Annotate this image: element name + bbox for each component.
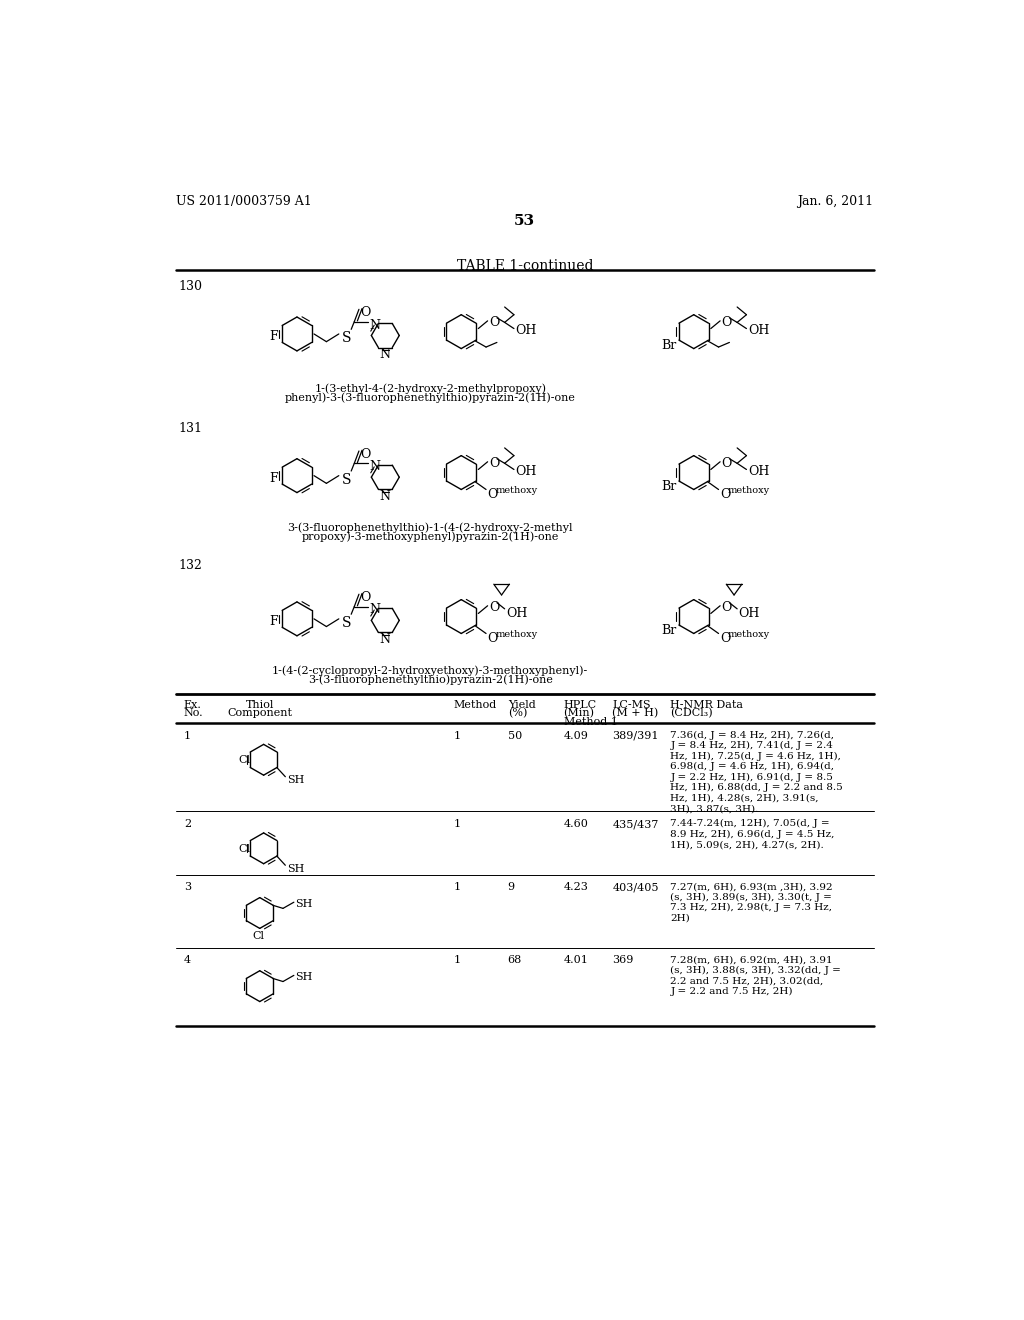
Text: O: O (722, 601, 732, 614)
Text: O: O (360, 591, 371, 605)
Text: LC-MS: LC-MS (612, 700, 651, 710)
Text: propoxy)-3-methoxyphenyl)pyrazin-2(1H)-one: propoxy)-3-methoxyphenyl)pyrazin-2(1H)-o… (301, 532, 559, 543)
Text: OH: OH (748, 323, 769, 337)
Text: OH: OH (515, 465, 537, 478)
Text: 4.23: 4.23 (563, 882, 589, 892)
Text: HPLC: HPLC (563, 700, 597, 710)
Text: 7.44-7.24(m, 12H), 7.05(d, J =
8.9 Hz, 2H), 6.96(d, J = 4.5 Hz,
1H), 5.09(s, 2H): 7.44-7.24(m, 12H), 7.05(d, J = 8.9 Hz, 2… (671, 818, 835, 849)
Text: 1: 1 (454, 730, 461, 741)
Text: O: O (489, 317, 500, 329)
Text: Ex.: Ex. (183, 700, 202, 710)
Text: Cl: Cl (252, 932, 264, 941)
Text: 403/405: 403/405 (612, 882, 658, 892)
Text: Br: Br (662, 624, 677, 638)
Text: OH: OH (506, 607, 527, 620)
Text: N: N (369, 461, 380, 474)
Text: 3-(3-fluorophenethylthio)pyrazin-2(1H)-one: 3-(3-fluorophenethylthio)pyrazin-2(1H)-o… (308, 675, 553, 685)
Text: 53: 53 (514, 214, 536, 228)
Text: H-NMR Data: H-NMR Data (671, 700, 743, 710)
Text: Br: Br (662, 339, 677, 352)
Text: O: O (720, 488, 730, 502)
Text: 7.28(m, 6H), 6.92(m, 4H), 3.91
(s, 3H), 3.88(s, 3H), 3.32(dd, J =
2.2 and 7.5 Hz: 7.28(m, 6H), 6.92(m, 4H), 3.91 (s, 3H), … (671, 956, 842, 995)
Text: US 2011/0003759 A1: US 2011/0003759 A1 (176, 195, 311, 209)
Text: 1: 1 (454, 818, 461, 829)
Text: Cl: Cl (239, 755, 251, 766)
Text: O: O (720, 632, 730, 645)
Text: N: N (369, 318, 380, 331)
Text: (Min): (Min) (563, 708, 595, 718)
Text: S: S (342, 473, 351, 487)
Text: 389/391: 389/391 (612, 730, 658, 741)
Text: S: S (342, 615, 351, 630)
Text: OH: OH (738, 607, 760, 620)
Text: methoxy: methoxy (728, 631, 770, 639)
Text: 2: 2 (183, 818, 190, 829)
Text: 4: 4 (183, 956, 190, 965)
Text: Jan. 6, 2011: Jan. 6, 2011 (798, 195, 873, 209)
Text: No.: No. (183, 708, 204, 718)
Text: O: O (360, 447, 371, 461)
Text: 3: 3 (183, 882, 190, 892)
Text: 3-(3-fluorophenethylthio)-1-(4-(2-hydroxy-2-methyl: 3-(3-fluorophenethylthio)-1-(4-(2-hydrox… (288, 523, 573, 533)
Text: Method: Method (454, 700, 497, 710)
Text: 4.01: 4.01 (563, 956, 589, 965)
Text: Yield: Yield (508, 700, 536, 710)
Text: methoxy: methoxy (496, 487, 538, 495)
Text: 1: 1 (183, 730, 190, 741)
Text: 1: 1 (454, 882, 461, 892)
Text: TABLE 1-continued: TABLE 1-continued (457, 259, 593, 272)
Text: O: O (487, 632, 498, 645)
Text: O: O (489, 601, 500, 614)
Text: SH: SH (295, 973, 312, 982)
Text: O: O (722, 317, 732, 329)
Text: 7.27(m, 6H), 6.93(m ,3H), 3.92
(s, 3H), 3.89(s, 3H), 3.30(t, J =
7.3 Hz, 2H), 2.: 7.27(m, 6H), 6.93(m ,3H), 3.92 (s, 3H), … (671, 882, 834, 923)
Text: methoxy: methoxy (496, 631, 538, 639)
Text: OH: OH (748, 465, 769, 478)
Text: 4.09: 4.09 (563, 730, 589, 741)
Text: 435/437: 435/437 (612, 818, 658, 829)
Text: O: O (360, 306, 371, 319)
Text: 7.36(d, J = 8.4 Hz, 2H), 7.26(d,
J = 8.4 Hz, 2H), 7.41(d, J = 2.4
Hz, 1H), 7.25(: 7.36(d, J = 8.4 Hz, 2H), 7.26(d, J = 8.4… (671, 730, 843, 813)
Text: Br: Br (662, 480, 677, 494)
Text: methoxy: methoxy (728, 487, 770, 495)
Text: 1-(3-ethyl-4-(2-hydroxy-2-methylpropoxy): 1-(3-ethyl-4-(2-hydroxy-2-methylpropoxy) (314, 383, 546, 393)
Text: SH: SH (295, 899, 312, 909)
Text: 132: 132 (178, 558, 203, 572)
Text: 131: 131 (178, 422, 203, 434)
Text: F: F (269, 615, 278, 628)
Text: O: O (489, 457, 500, 470)
Text: 130: 130 (178, 280, 203, 293)
Text: Method 1: Method 1 (563, 717, 617, 726)
Text: 4.60: 4.60 (563, 818, 589, 829)
Text: O: O (487, 488, 498, 502)
Text: 68: 68 (508, 956, 522, 965)
Text: 1-(4-(2-cyclopropyl-2-hydroxyethoxy)-3-methoxyphenyl)-: 1-(4-(2-cyclopropyl-2-hydroxyethoxy)-3-m… (272, 665, 589, 676)
Text: Cl: Cl (239, 843, 251, 854)
Text: 1: 1 (454, 956, 461, 965)
Text: phenyl)-3-(3-fluorophenethylthio)pyrazin-2(1H)-one: phenyl)-3-(3-fluorophenethylthio)pyrazin… (285, 392, 575, 403)
Text: (M + H): (M + H) (612, 708, 658, 718)
Text: Thiol: Thiol (246, 700, 274, 710)
Text: SH: SH (287, 775, 304, 785)
Text: S: S (342, 331, 351, 345)
Text: (%): (%) (508, 708, 527, 718)
Text: N: N (379, 348, 390, 360)
Text: O: O (722, 457, 732, 470)
Text: OH: OH (515, 323, 537, 337)
Text: N: N (379, 632, 390, 645)
Text: N: N (379, 490, 390, 503)
Text: Component: Component (227, 708, 292, 718)
Text: F: F (269, 471, 278, 484)
Text: 369: 369 (612, 956, 634, 965)
Text: SH: SH (287, 863, 304, 874)
Text: 9: 9 (508, 882, 515, 892)
Text: 50: 50 (508, 730, 522, 741)
Text: (CDCl₃): (CDCl₃) (671, 708, 713, 718)
Text: N: N (369, 603, 380, 616)
Text: F: F (269, 330, 278, 343)
